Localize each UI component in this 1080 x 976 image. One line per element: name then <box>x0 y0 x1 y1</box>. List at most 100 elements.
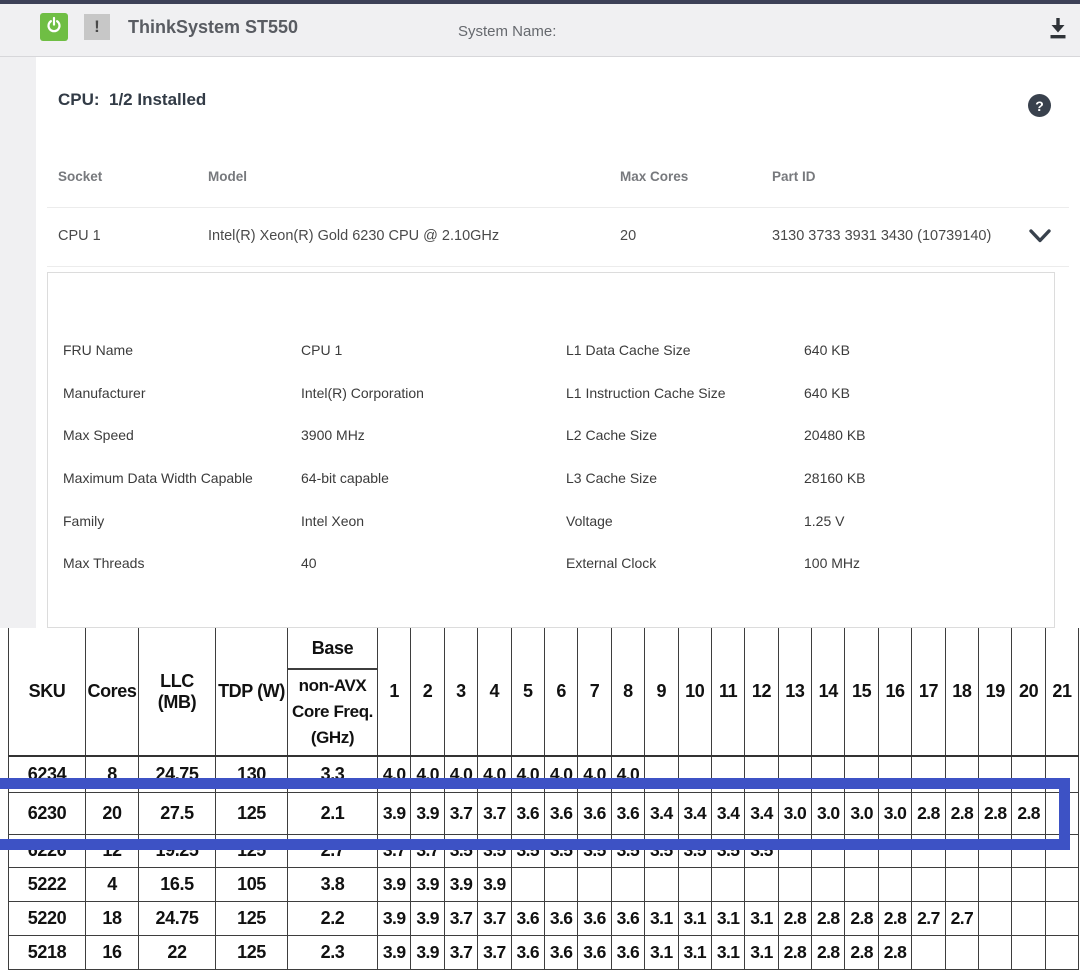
detail-row: L2 Cache Size20480 KB <box>551 414 1054 457</box>
spec-freq-cell: 3.4 <box>745 792 778 834</box>
spec-col-header-core-count: 5 <box>511 628 544 756</box>
spec-freq-cell: 2.8 <box>778 901 811 935</box>
spec-col-header-core-count: 16 <box>878 628 911 756</box>
detail-row: L1 Data Cache Size640 KB <box>551 329 1054 372</box>
spec-freq-cell: 4.0 <box>611 756 644 792</box>
spec-col-header-core-count: 19 <box>979 628 1012 756</box>
spec-freq-cell: 4.0 <box>411 756 444 792</box>
divider <box>47 266 1069 267</box>
question-icon: ? <box>1035 98 1044 114</box>
spec-freq-cell <box>878 867 911 901</box>
spec-col-header: LLC (MB) <box>139 628 216 756</box>
spec-freq-cell <box>578 867 611 901</box>
spec-cell: 6226 <box>9 834 86 867</box>
spec-freq-cell: 2.8 <box>1012 792 1045 834</box>
spec-freq-cell: 3.6 <box>511 901 544 935</box>
detail-row: L1 Instruction Cache Size640 KB <box>551 372 1054 415</box>
spec-freq-cell <box>611 867 644 901</box>
spec-freq-cell: 3.9 <box>378 935 411 969</box>
spec-freq-cell: 2.7 <box>912 901 945 935</box>
spec-freq-cell <box>778 756 811 792</box>
spec-freq-cell: 3.5 <box>645 834 678 867</box>
spec-freq-cell: 3.5 <box>745 834 778 867</box>
spec-freq-cell: 3.7 <box>478 901 511 935</box>
spec-col-header-core-count: 6 <box>544 628 577 756</box>
spec-freq-cell <box>1012 756 1045 792</box>
column-header-socket: Socket <box>58 169 102 184</box>
spec-freq-cell: 3.1 <box>711 935 744 969</box>
spec-col-header-core-count: 2 <box>411 628 444 756</box>
spec-cell: 19.25 <box>139 834 216 867</box>
spec-col-header-core-count: 14 <box>812 628 845 756</box>
power-icon <box>44 15 64 40</box>
spec-freq-cell: 3.1 <box>678 901 711 935</box>
spec-freq-cell <box>912 867 945 901</box>
spec-freq-cell: 3.5 <box>544 834 577 867</box>
spec-freq-cell <box>711 867 744 901</box>
spec-freq-cell: 3.7 <box>444 935 477 969</box>
spec-freq-cell <box>945 935 978 969</box>
spec-header-freq-sub: non-AVXCore Freq.(GHz) <box>288 670 377 754</box>
spec-cell: 4 <box>86 867 139 901</box>
spec-freq-cell <box>979 867 1012 901</box>
spec-freq-cell <box>979 901 1012 935</box>
spec-cell: 2.3 <box>288 935 378 969</box>
spec-col-header-core-count: 21 <box>1045 628 1078 756</box>
spec-freq-cell <box>912 834 945 867</box>
detail-row: External Clock100 MHz <box>551 542 1054 585</box>
help-button[interactable]: ? <box>1028 94 1051 117</box>
spec-freq-cell: 3.6 <box>578 901 611 935</box>
spec-freq-cell: 3.5 <box>678 834 711 867</box>
spec-freq-cell: 3.9 <box>478 867 511 901</box>
spec-freq-cell: 2.8 <box>778 935 811 969</box>
spec-freq-cell: 3.7 <box>378 834 411 867</box>
spec-freq-cell: 3.0 <box>878 792 911 834</box>
detail-row: Max Threads40 <box>48 542 551 585</box>
alert-badge[interactable]: ! <box>84 14 110 40</box>
spec-freq-cell <box>878 834 911 867</box>
spec-freq-cell: 3.7 <box>478 792 511 834</box>
spec-freq-cell: 3.9 <box>411 792 444 834</box>
spec-freq-cell <box>544 867 577 901</box>
spec-freq-cell: 3.6 <box>578 935 611 969</box>
spec-freq-cell <box>678 867 711 901</box>
spec-freq-cell <box>845 834 878 867</box>
spec-cell: 16.5 <box>139 867 216 901</box>
spec-cell: 27.5 <box>139 792 216 834</box>
spec-col-header-core-count: 1 <box>378 628 411 756</box>
spec-cell: 22 <box>139 935 216 969</box>
detail-label: Voltage <box>551 513 804 529</box>
collapse-row-button[interactable] <box>1028 228 1052 244</box>
spec-freq-cell: 3.9 <box>444 867 477 901</box>
spec-col-header-core-count: 11 <box>711 628 744 756</box>
spec-freq-cell: 2.8 <box>845 935 878 969</box>
spec-freq-cell <box>745 867 778 901</box>
spec-freq-cell: 3.9 <box>411 901 444 935</box>
power-button[interactable] <box>40 13 68 41</box>
spec-freq-cell: 3.5 <box>578 834 611 867</box>
detail-value: Intel(R) Corporation <box>301 385 424 401</box>
spec-freq-cell: 2.8 <box>979 792 1012 834</box>
detail-value: 20480 KB <box>804 427 866 443</box>
spec-freq-cell <box>1012 901 1045 935</box>
cpu-row[interactable]: CPU 1 Intel(R) Xeon(R) Gold 6230 CPU @ 2… <box>0 208 1080 266</box>
spec-freq-cell: 3.7 <box>411 834 444 867</box>
spec-freq-cell: 3.9 <box>411 935 444 969</box>
spec-cell: 20 <box>86 792 139 834</box>
spec-freq-cell: 3.6 <box>544 935 577 969</box>
spec-freq-cell: 3.1 <box>745 935 778 969</box>
spec-col-header-base-freq: Basenon-AVXCore Freq.(GHz) <box>288 628 378 756</box>
spec-freq-cell: 3.5 <box>611 834 644 867</box>
spec-table: SKUCoresLLC (MB)TDP (W)Basenon-AVXCore F… <box>8 628 1079 970</box>
detail-label: L3 Cache Size <box>551 470 804 486</box>
spec-cell: 2.7 <box>288 834 378 867</box>
spec-col-header-core-count: 3 <box>444 628 477 756</box>
spec-freq-cell: 3.4 <box>645 792 678 834</box>
spec-header-row: SKUCoresLLC (MB)TDP (W)Basenon-AVXCore F… <box>9 628 1079 756</box>
spec-freq-cell: 4.0 <box>544 756 577 792</box>
cpu-socket: CPU 1 <box>58 228 101 244</box>
spec-freq-cell <box>979 935 1012 969</box>
spec-cell: 125 <box>216 834 288 867</box>
download-button[interactable] <box>1046 15 1070 41</box>
spec-freq-cell: 3.4 <box>711 792 744 834</box>
